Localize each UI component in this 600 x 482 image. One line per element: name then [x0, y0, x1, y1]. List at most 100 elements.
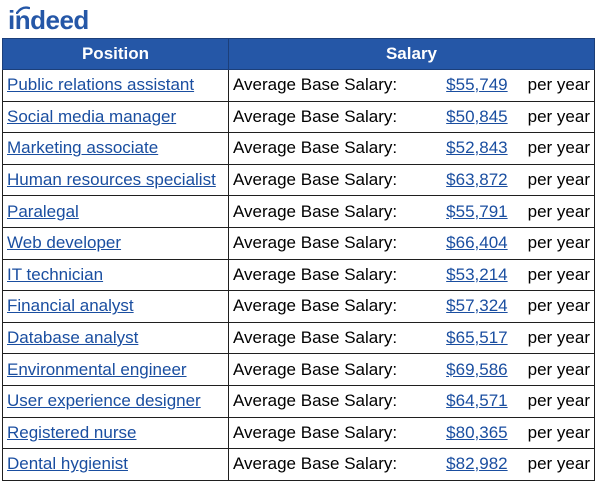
salary-amount-link[interactable]: $57,324: [446, 296, 508, 316]
table-row: User experience designer Average Base Sal…: [2, 384, 595, 418]
salary-unit: per year: [527, 328, 590, 348]
position-cell: Marketing associate: [2, 132, 229, 165]
table-row: Marketing associate Average Base Salary: $…: [2, 132, 595, 165]
salary-cell-content: Average Base Salary: $53,214 per year: [233, 265, 590, 285]
salary-amount-link[interactable]: $69,586: [446, 359, 508, 379]
position-link[interactable]: Environmental engineer: [7, 359, 187, 379]
salary-column-header: Salary: [228, 38, 595, 70]
position-cell: IT technician: [2, 258, 229, 292]
salary-amount-link[interactable]: $53,214: [446, 264, 508, 284]
header-bar: indeed: [0, 0, 600, 38]
position-cell: Public relations assistant: [2, 69, 229, 102]
salary-cell-content: Average Base Salary: $55,749 per year: [233, 75, 590, 95]
position-cell: Web developer: [2, 226, 229, 260]
salary-label: Average Base Salary:: [233, 454, 398, 474]
salary-amount-link[interactable]: $66,404: [446, 233, 508, 253]
position-link[interactable]: Social media manager: [7, 106, 177, 126]
position-link[interactable]: Marketing associate: [7, 138, 159, 158]
salary-amount-link[interactable]: $64,571: [446, 391, 508, 411]
table-header-row: Position Salary: [2, 38, 595, 70]
salary-unit: per year: [527, 75, 590, 95]
salary-cell-content: Average Base Salary: $65,517 per year: [233, 328, 590, 348]
position-link[interactable]: User experience designer: [7, 391, 201, 411]
salary-cell-content: Average Base Salary: $63,872 per year: [233, 170, 590, 190]
salary-cell: Average Base Salary: $69,586 per year: [228, 353, 595, 386]
position-link[interactable]: Paralegal: [7, 201, 79, 221]
salary-label: Average Base Salary:: [233, 422, 398, 442]
table-row: Dental hygienist Average Base Salary: $82,…: [2, 448, 595, 481]
position-link[interactable]: Public relations assistant: [7, 75, 195, 95]
salary-cell: Average Base Salary: $55,791 per year: [228, 195, 595, 228]
position-link[interactable]: Financial analyst: [7, 296, 134, 316]
salary-cell-content: Average Base Salary: $55,791 per year: [233, 202, 590, 222]
salary-unit: per year: [527, 170, 590, 190]
position-cell: Environmental engineer: [2, 353, 229, 386]
position-cell: Human resources specialist: [2, 163, 229, 197]
salary-label: Average Base Salary:: [233, 233, 398, 253]
table-row: Environmental engineer Average Base Salar…: [2, 353, 595, 386]
salary-amount-link[interactable]: $50,845: [446, 106, 508, 126]
salary-label: Average Base Salary:: [233, 296, 398, 316]
salary-cell: Average Base Salary: $63,872 per year: [228, 163, 595, 197]
table-row: Human resources specialist Average Base S…: [2, 163, 595, 197]
salary-amount-link[interactable]: $55,791: [446, 201, 508, 221]
salary-cell: Average Base Salary: $57,324 per year: [228, 290, 595, 323]
position-link[interactable]: Database analyst: [7, 328, 139, 348]
salary-table: Position Salary Public relations assista…: [2, 38, 595, 481]
salary-amount-link[interactable]: $55,749: [446, 75, 508, 95]
position-link[interactable]: IT technician: [7, 264, 104, 284]
salary-cell: Average Base Salary: $53,214 per year: [228, 258, 595, 292]
salary-amount-link[interactable]: $63,872: [446, 170, 508, 190]
salary-cell-content: Average Base Salary: $52,843 per year: [233, 138, 590, 158]
table-row: Web developer Average Base Salary: $66,404…: [2, 226, 595, 260]
salary-cell: Average Base Salary: $80,365 per year: [228, 416, 595, 450]
position-cell: Database analyst: [2, 321, 229, 355]
position-column-header: Position: [2, 38, 229, 70]
salary-cell-content: Average Base Salary: $80,365 per year: [233, 423, 590, 443]
position-link[interactable]: Web developer: [7, 233, 122, 253]
table-row: Paralegal Average Base Salary: $55,791 per …: [2, 195, 595, 228]
salary-cell: Average Base Salary: $52,843 per year: [228, 132, 595, 165]
position-link[interactable]: Human resources specialist: [7, 170, 216, 190]
salary-label: Average Base Salary:: [233, 170, 398, 190]
salary-unit: per year: [527, 201, 590, 221]
salary-label: Average Base Salary:: [233, 359, 398, 379]
salary-cell-content: Average Base Salary: $82,982 per year: [233, 454, 590, 474]
salary-amount-link[interactable]: $82,982: [446, 454, 508, 474]
position-cell: Financial analyst: [2, 290, 229, 323]
table-row: Database analyst Average Base Salary: $65,…: [2, 321, 595, 355]
salary-unit: per year: [527, 106, 590, 126]
position-cell: Dental hygienist: [2, 448, 229, 481]
table-row: Financial analyst Average Base Salary: $57…: [2, 290, 595, 323]
salary-cell: Average Base Salary: $65,517 per year: [228, 321, 595, 355]
salary-amount-link[interactable]: $80,365: [446, 422, 508, 442]
table-row: Public relations assistant Average Base S…: [2, 69, 595, 102]
indeed-logo-arc-icon: [16, 6, 30, 14]
salary-label: Average Base Salary:: [233, 264, 398, 284]
salary-cell: Average Base Salary: $55,749 per year: [228, 69, 595, 102]
position-cell: User experience designer: [2, 384, 229, 418]
salary-unit: per year: [527, 391, 590, 411]
position-cell: Registered nurse: [2, 416, 229, 450]
salary-cell-content: Average Base Salary: $66,404 per year: [233, 233, 590, 253]
salary-label: Average Base Salary:: [233, 391, 398, 411]
position-cell: Social media manager: [2, 100, 229, 134]
salary-unit: per year: [527, 264, 590, 284]
salary-label: Average Base Salary:: [233, 138, 398, 158]
table-row: IT technician Average Base Salary: $53,214…: [2, 258, 595, 292]
salary-unit: per year: [527, 359, 590, 379]
salary-unit: per year: [527, 233, 590, 253]
salary-amount-link[interactable]: $52,843: [446, 138, 508, 158]
salary-cell-content: Average Base Salary: $57,324 per year: [233, 296, 590, 316]
salary-unit: per year: [527, 422, 590, 442]
salary-cell: Average Base Salary: $66,404 per year: [228, 226, 595, 260]
indeed-logo[interactable]: indeed: [8, 4, 89, 34]
position-link[interactable]: Dental hygienist: [7, 454, 128, 474]
salary-label: Average Base Salary:: [233, 75, 398, 95]
position-cell: Paralegal: [2, 195, 229, 228]
salary-amount-link[interactable]: $65,517: [446, 328, 508, 348]
salary-cell: Average Base Salary: $82,982 per year: [228, 448, 595, 481]
table-row: Social media manager Average Base Salary:…: [2, 100, 595, 134]
salary-unit: per year: [527, 138, 590, 158]
position-link[interactable]: Registered nurse: [7, 422, 137, 442]
